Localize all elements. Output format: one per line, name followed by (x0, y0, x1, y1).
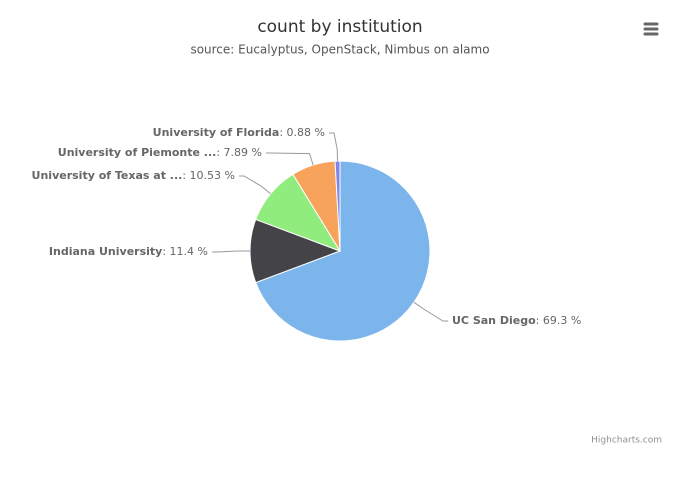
menu-button[interactable] (643, 22, 659, 36)
connector (239, 175, 271, 195)
label-separator: : (216, 146, 223, 159)
connector (266, 152, 314, 166)
label-separator: : (182, 169, 189, 182)
data-label: University of Florida: 0.88 % (153, 126, 325, 139)
data-label: University of Texas at ...: 10.53 % (32, 169, 235, 182)
connector (329, 132, 339, 162)
data-label: Indiana University: 11.4 % (49, 245, 208, 258)
credits[interactable]: Highcharts.com (591, 436, 662, 446)
pie-slice (334, 160, 341, 252)
label-separator: : (279, 126, 286, 139)
label-value: 11.4 % (170, 245, 208, 258)
data-label: University of Piemonte ...: 7.89 % (58, 146, 262, 159)
label-name: University of Piemonte ... (58, 146, 217, 159)
label-value: 69.3 % (543, 314, 581, 327)
connector (413, 301, 448, 322)
connector (212, 250, 250, 253)
label-value: 10.53 % (190, 169, 235, 182)
label-value: 7.89 % (224, 146, 262, 159)
label-separator: : (162, 245, 169, 258)
data-label: UC San Diego: 69.3 % (452, 314, 581, 327)
label-name: University of Texas at ... (32, 169, 183, 182)
label-name: University of Florida (153, 126, 280, 139)
label-name: UC San Diego (452, 314, 536, 327)
label-name: Indiana University (49, 245, 162, 258)
label-value: 0.88 % (287, 126, 325, 139)
label-separator: : (536, 314, 543, 327)
chart-title: count by institution (257, 17, 422, 37)
chart-subtitle: source: Eucalyptus, OpenStack, Nimbus on… (190, 43, 489, 57)
pie-slice (249, 218, 342, 284)
